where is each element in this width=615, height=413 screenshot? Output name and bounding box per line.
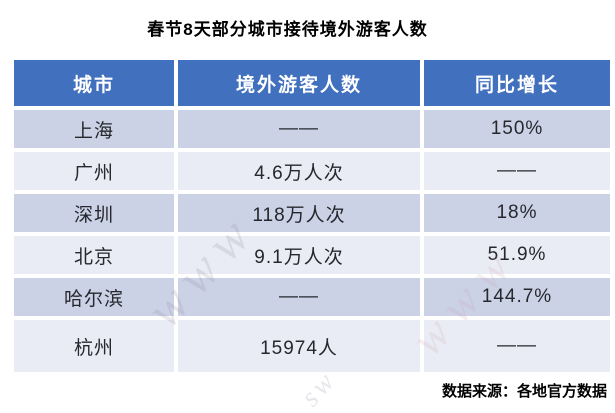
table-row-beijing: 北京 9.1万人次 51.9% <box>14 236 610 274</box>
header-cell-visitors: 境外游客人数 <box>178 60 420 106</box>
cell-visitors: 4.6万人次 <box>178 152 420 190</box>
cell-city: 哈尔滨 <box>14 278 174 316</box>
cell-city: 深圳 <box>14 194 174 232</box>
header-row: 城市 境外游客人数 同比增长 <box>14 60 610 106</box>
table-row-shenzhen: 深圳 118万人次 18% <box>14 194 610 232</box>
tourist-table-container: 城市 境外游客人数 同比增长 上海 —— 150% 广州 4.6万人次 —— 深… <box>10 56 614 376</box>
page-title: 春节8天部分城市接待境外游客人数 <box>147 20 428 39</box>
cell-growth: 18% <box>424 194 610 232</box>
cell-growth: —— <box>424 152 610 190</box>
cell-visitors: —— <box>178 110 420 148</box>
cell-city: 北京 <box>14 236 174 274</box>
table-body: 上海 —— 150% 广州 4.6万人次 —— 深圳 118万人次 18% 北京… <box>14 110 610 372</box>
table-row-guangzhou: 广州 4.6万人次 —— <box>14 152 610 190</box>
table-row-harbin: 哈尔滨 —— 144.7% <box>14 278 610 316</box>
cell-visitors: 118万人次 <box>178 194 420 232</box>
cell-growth: 51.9% <box>424 236 610 274</box>
header-cell-growth: 同比增长 <box>424 60 610 106</box>
cell-city: 杭州 <box>14 320 174 372</box>
table-header: 城市 境外游客人数 同比增长 <box>14 60 610 106</box>
tourist-table: 城市 境外游客人数 同比增长 上海 —— 150% 广州 4.6万人次 —— 深… <box>10 56 614 376</box>
table-row-hangzhou: 杭州 15974人 —— <box>14 320 610 372</box>
cell-growth: 144.7% <box>424 278 610 316</box>
table-row-shanghai: 上海 —— 150% <box>14 110 610 148</box>
cell-visitors: —— <box>178 278 420 316</box>
cell-visitors: 15974人 <box>178 320 420 372</box>
header-cell-city: 城市 <box>14 60 174 106</box>
cell-growth: 150% <box>424 110 610 148</box>
cell-growth: —— <box>424 320 610 372</box>
cell-visitors: 9.1万人次 <box>178 236 420 274</box>
cell-city: 广州 <box>14 152 174 190</box>
data-source-note: 数据来源：各地官方数据 <box>441 383 607 400</box>
cell-city: 上海 <box>14 110 174 148</box>
